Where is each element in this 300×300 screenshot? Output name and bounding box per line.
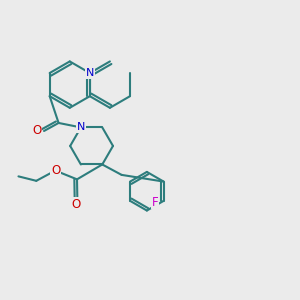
Text: N: N [77, 122, 85, 132]
Text: O: O [71, 197, 80, 211]
Text: O: O [32, 124, 41, 137]
Text: F: F [152, 196, 159, 209]
Text: N: N [77, 122, 85, 132]
Text: O: O [51, 164, 60, 177]
Text: N: N [85, 68, 94, 78]
